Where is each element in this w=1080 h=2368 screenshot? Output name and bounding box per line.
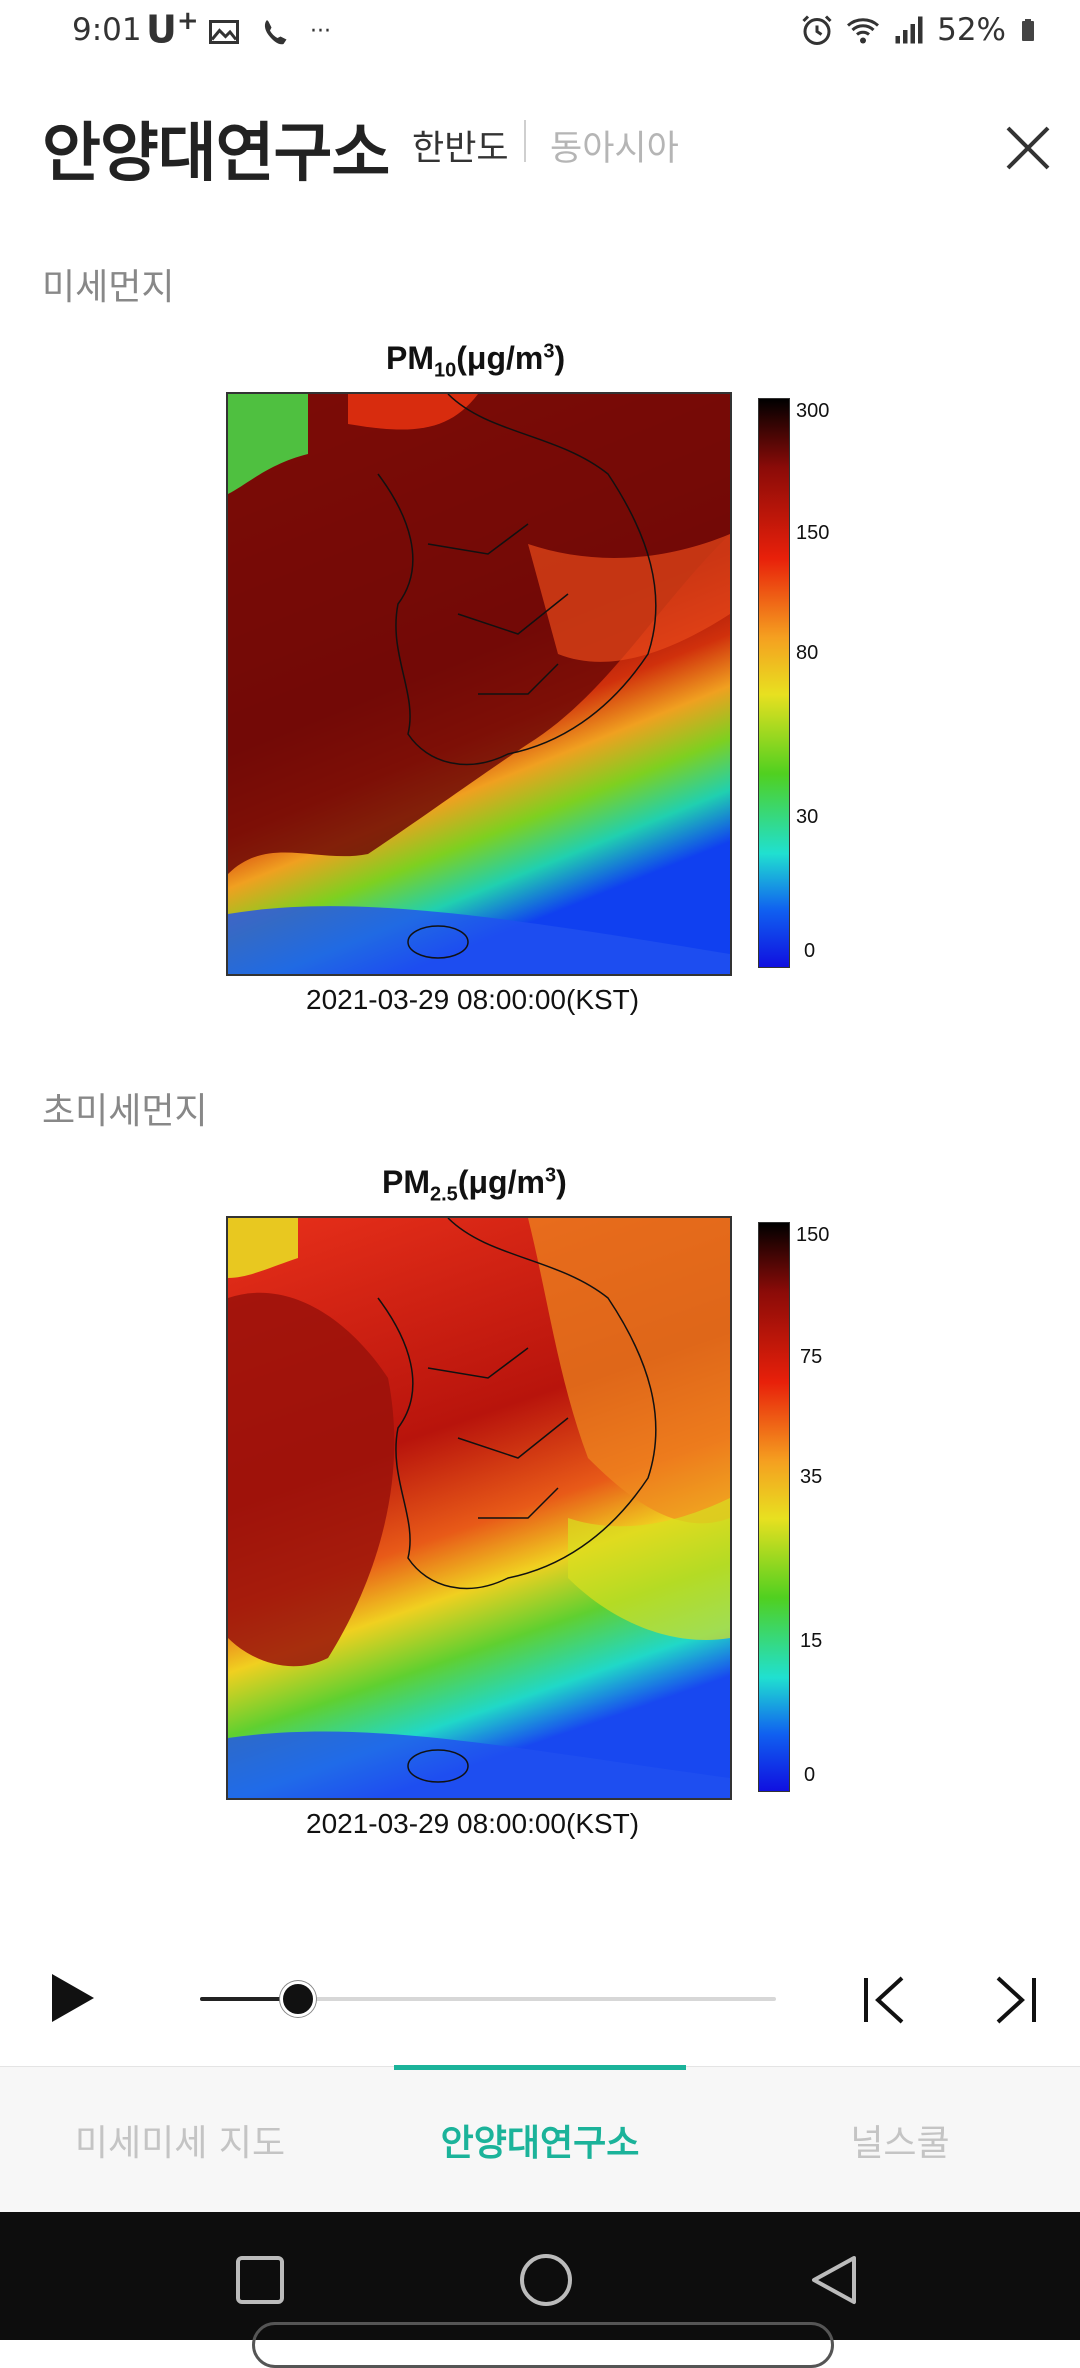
signal-icon — [895, 16, 923, 44]
nav-tab-nullschool[interactable]: 널스쿨 — [850, 2123, 950, 2164]
nav-tab-anyang-lab[interactable]: 안양대연구소 — [440, 2123, 640, 2164]
playback-controls — [0, 1960, 1080, 2040]
page-title: 안양대연구소 — [42, 117, 390, 191]
pm10-tick-0: 0 — [804, 940, 816, 962]
pm10-title-main: PM — [386, 340, 434, 376]
back-icon[interactable] — [804, 2250, 864, 2310]
alarm-icon — [802, 15, 832, 45]
skip-to-end-icon[interactable] — [990, 1974, 1040, 2026]
pm25-tick-15: 15 — [800, 1630, 823, 1652]
pm25-title-sub: 2.5 — [430, 1183, 458, 1206]
wifi-icon — [847, 18, 880, 44]
pm25-tick-150: 150 — [796, 1224, 830, 1246]
time-slider[interactable] — [200, 1981, 776, 2017]
pm10-colorbar — [758, 398, 790, 968]
pm10-tick-30: 30 — [796, 806, 819, 828]
pm25-map-title: PM2.5(μg/m3) — [382, 1164, 567, 1206]
pm10-title-unit: (μg/m — [456, 340, 544, 376]
time-slider-fill — [200, 1997, 298, 2001]
tab-divider — [524, 120, 526, 162]
time-slider-handle[interactable] — [279, 1981, 316, 2017]
pm25-tick-0: 0 — [804, 1764, 816, 1786]
pm10-title-sup: 3 — [543, 340, 555, 363]
pm25-colorbar — [758, 1222, 790, 1792]
pm10-title-sub: 10 — [434, 359, 457, 382]
gesture-pill — [252, 2322, 834, 2368]
bottom-navigation: 미세미세 지도 안양대연구소 널스쿨 — [0, 2065, 1080, 2213]
carrier-label: U+ — [146, 6, 199, 52]
pm10-map — [226, 392, 732, 976]
pm10-section-label: 미세먼지 — [42, 267, 175, 308]
tab-east-asia[interactable]: 동아시아 — [550, 129, 679, 169]
pm10-tick-300: 300 — [796, 400, 830, 422]
pm25-tick-75: 75 — [800, 1346, 823, 1368]
status-time: 9:01 — [72, 12, 142, 48]
close-icon[interactable] — [998, 118, 1058, 178]
pm10-title-close: ) — [554, 340, 566, 376]
pm25-title-main: PM — [382, 1164, 430, 1200]
pm25-tick-35: 35 — [800, 1466, 823, 1488]
gallery-icon — [209, 20, 239, 44]
pm25-section-label: 초미세먼지 — [42, 1091, 208, 1132]
pm25-title-close: ) — [556, 1164, 567, 1200]
carrier-plus: + — [176, 6, 199, 36]
play-icon[interactable] — [48, 1970, 98, 2026]
tab-korean-peninsula[interactable]: 한반도 — [412, 129, 509, 169]
pm10-map-title: PM10(μg/m3) — [386, 340, 565, 382]
wifi-call-icon — [264, 20, 287, 45]
pm10-map-image — [228, 394, 730, 974]
pm25-title-unit: (μg/m — [457, 1164, 545, 1200]
status-bar: 9:01 U+ ··· 52% — [0, 0, 1080, 66]
recent-apps-icon[interactable] — [230, 2250, 290, 2310]
nav-tab-misemise-map[interactable]: 미세미세 지도 — [74, 2123, 286, 2164]
pm10-tick-80: 80 — [796, 642, 819, 664]
battery-icon — [1022, 19, 1034, 41]
skip-to-start-icon[interactable] — [860, 1974, 910, 2026]
active-tab-indicator — [394, 2065, 686, 2070]
more-notifications: ··· — [310, 19, 331, 44]
home-icon[interactable] — [516, 2250, 576, 2310]
header: 안양대연구소 한반도 동아시아 — [0, 96, 1080, 196]
pm10-tick-150: 150 — [796, 522, 830, 544]
battery-percent: 52% — [937, 12, 1006, 48]
carrier-text: U — [146, 7, 177, 52]
pm25-map-image — [228, 1218, 730, 1798]
pm25-title-sup: 3 — [544, 1164, 557, 1187]
pm25-map — [226, 1216, 732, 1800]
system-navigation-bar — [0, 2212, 1080, 2368]
pm25-timestamp: 2021-03-29 08:00:00(KST) — [306, 1808, 640, 1839]
pm10-timestamp: 2021-03-29 08:00:00(KST) — [306, 984, 640, 1015]
